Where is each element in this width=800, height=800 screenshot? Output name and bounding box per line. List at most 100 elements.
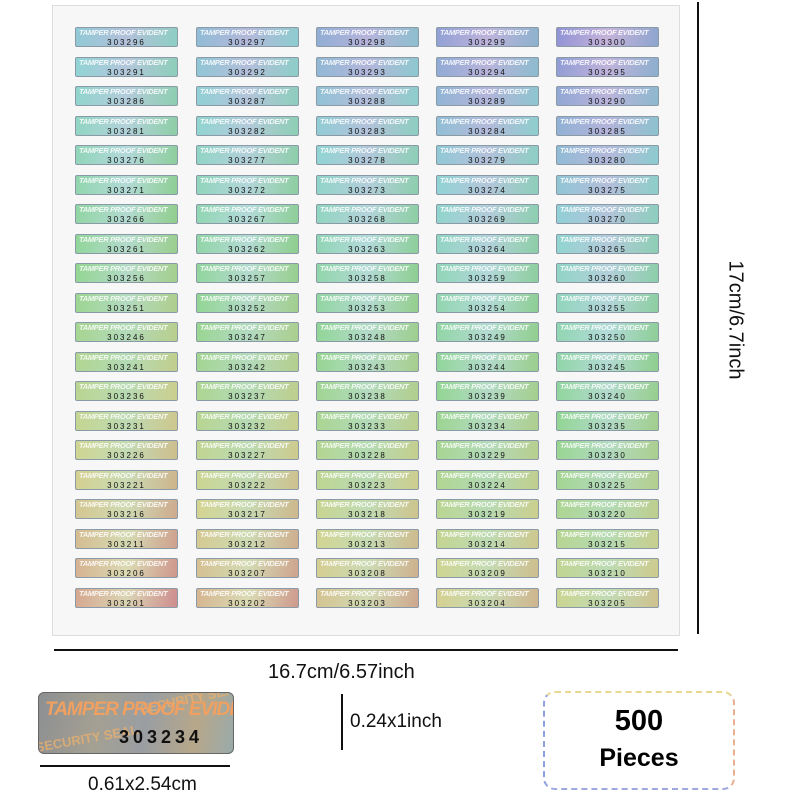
sticker: TAMPER PROOF EVIDENT 303248 — [316, 322, 419, 342]
sticker-text: TAMPER PROOF EVIDENT — [200, 470, 289, 480]
sticker-serial: 303266 — [107, 215, 146, 224]
sticker-serial: 303300 — [588, 38, 627, 47]
sticker: TAMPER PROOF EVIDENT 303278 — [316, 145, 419, 165]
sticker: TAMPER PROOF EVIDENT 303271 — [75, 174, 178, 195]
sticker-text: TAMPER PROOF EVIDENT — [440, 588, 529, 598]
sticker: TAMPER PROOF EVIDENT 303295 — [556, 56, 659, 77]
sticker-text: TAMPER PROOF EVIDENT — [79, 87, 168, 96]
sticker: TAMPER PROOF EVIDENT 303238 — [316, 381, 419, 401]
sticker-text: TAMPER PROOF EVIDENT — [320, 293, 409, 303]
sticker-text: TAMPER PROOF EVIDENT — [440, 500, 529, 509]
sticker-text: TAMPER PROOF EVIDENT — [79, 411, 168, 421]
sticker-serial: 303286 — [107, 97, 146, 106]
sticker: TAMPER PROOF EVIDENT 303282 — [196, 115, 299, 136]
sticker-text: TAMPER PROOF EVIDENT — [79, 28, 168, 37]
sticker-text: TAMPER PROOF EVIDENT — [440, 470, 529, 480]
sticker: TAMPER PROOF EVIDENT 303201 — [75, 587, 178, 608]
sticker-serial: 303268 — [348, 215, 387, 224]
sticker-serial: 303279 — [468, 156, 507, 165]
sticker: TAMPER PROOF EVIDENT 303221 — [75, 469, 178, 490]
sticker-text: TAMPER PROOF EVIDENT — [560, 57, 649, 67]
sticker-serial: 303276 — [107, 156, 146, 165]
sticker-serial: 303273 — [348, 185, 387, 195]
sticker-text: TAMPER PROOF EVIDENT — [79, 116, 168, 126]
sticker: TAMPER PROOF EVIDENT 303262 — [196, 233, 299, 254]
sticker-text: TAMPER PROOF EVIDENT — [200, 116, 289, 126]
sticker: TAMPER PROOF EVIDENT 303206 — [75, 558, 178, 578]
sticker-serial: 303207 — [228, 569, 267, 578]
sticker-text: TAMPER PROOF EVIDENT — [200, 411, 289, 421]
sticker: TAMPER PROOF EVIDENT 303274 — [436, 174, 539, 195]
sticker-text: TAMPER PROOF EVIDENT — [320, 441, 409, 450]
sticker-serial: 303288 — [348, 97, 387, 106]
sticker: TAMPER PROOF EVIDENT 303275 — [556, 174, 659, 195]
sticker: TAMPER PROOF EVIDENT 303267 — [196, 204, 299, 224]
sticker-serial: 303285 — [588, 126, 627, 136]
sticker: TAMPER PROOF EVIDENT 303254 — [436, 292, 539, 313]
sticker-text: TAMPER PROOF EVIDENT — [79, 470, 168, 480]
sticker: TAMPER PROOF EVIDENT 303290 — [556, 86, 659, 106]
sticker: TAMPER PROOF EVIDENT 303227 — [196, 440, 299, 460]
sticker-text: TAMPER PROOF EVIDENT — [440, 175, 529, 185]
sticker-serial: 303231 — [107, 421, 146, 431]
sticker-serial: 303204 — [468, 598, 507, 608]
sticker: TAMPER PROOF EVIDENT 303241 — [75, 351, 178, 372]
sticker-text: TAMPER PROOF EVIDENT — [79, 529, 168, 539]
sticker: TAMPER PROOF EVIDENT 303243 — [316, 351, 419, 372]
sticker-serial: 303234 — [468, 421, 507, 431]
sticker: TAMPER PROOF EVIDENT 303247 — [196, 322, 299, 342]
sticker-text: TAMPER PROOF EVIDENT — [440, 116, 529, 126]
sticker-text: TAMPER PROOF EVIDENT — [320, 559, 409, 568]
sticker-text: TAMPER PROOF EVIDENT — [320, 529, 409, 539]
sticker-serial: 303235 — [588, 421, 627, 431]
sticker-serial: 303236 — [107, 392, 146, 401]
sticker-serial: 303294 — [468, 67, 507, 77]
sticker: TAMPER PROOF EVIDENT 303257 — [196, 263, 299, 283]
sticker: TAMPER PROOF EVIDENT 303263 — [316, 233, 419, 254]
sticker: TAMPER PROOF EVIDENT 303240 — [556, 381, 659, 401]
sticker-text: TAMPER PROOF EVIDENT — [200, 529, 289, 539]
sticker-serial: 303253 — [348, 303, 387, 313]
sticker-serial: 303275 — [588, 185, 627, 195]
sticker-serial: 303280 — [588, 156, 627, 165]
width-arrow — [54, 649, 678, 651]
sticker: TAMPER PROOF EVIDENT 303296 — [75, 27, 178, 47]
sticker-text: TAMPER PROOF EVIDENT — [79, 352, 168, 362]
sticker-serial: 303293 — [348, 67, 387, 77]
sticker-serial: 303220 — [588, 510, 627, 519]
sticker-serial: 303203 — [348, 598, 387, 608]
sticker-text: TAMPER PROOF EVIDENT — [320, 57, 409, 67]
sticker-text: TAMPER PROOF EVIDENT — [200, 293, 289, 303]
sticker-text: TAMPER PROOF EVIDENT — [79, 205, 168, 214]
sticker-text: TAMPER PROOF EVIDENT — [79, 559, 168, 568]
sticker: TAMPER PROOF EVIDENT 303253 — [316, 292, 419, 313]
sticker: TAMPER PROOF EVIDENT 303283 — [316, 115, 419, 136]
sticker-text: TAMPER PROOF EVIDENT — [560, 175, 649, 185]
sticker: TAMPER PROOF EVIDENT 303299 — [436, 27, 539, 47]
sticker-serial: 303222 — [228, 480, 267, 490]
sticker-serial: 303228 — [348, 451, 387, 460]
sticker: TAMPER PROOF EVIDENT 303228 — [316, 440, 419, 460]
sticker: TAMPER PROOF EVIDENT 303225 — [556, 469, 659, 490]
sticker-text: TAMPER PROOF EVIDENT — [200, 500, 289, 509]
sticker-text: TAMPER PROOF EVIDENT — [560, 559, 649, 568]
sticker-serial: 303225 — [588, 480, 627, 490]
sticker-text: TAMPER PROOF EVIDENT — [560, 116, 649, 126]
sticker-serial: 303218 — [348, 510, 387, 519]
sticker-serial: 303255 — [588, 303, 627, 313]
sticker-text: TAMPER PROOF EVIDENT — [200, 57, 289, 67]
sticker: TAMPER PROOF EVIDENT 303258 — [316, 263, 419, 283]
sticker: TAMPER PROOF EVIDENT 303264 — [436, 233, 539, 254]
sticker-text: TAMPER PROOF EVIDENT — [200, 234, 289, 244]
sticker-serial: 303201 — [107, 598, 146, 608]
sticker-serial: 303249 — [468, 333, 507, 342]
sticker-text: TAMPER PROOF EVIDENT — [560, 87, 649, 96]
sticker: TAMPER PROOF EVIDENT 303220 — [556, 499, 659, 519]
sticker-serial: 303246 — [107, 333, 146, 342]
sticker-serial: 303230 — [588, 451, 627, 460]
sticker-serial: 303272 — [228, 185, 267, 195]
sticker-serial: 303202 — [228, 598, 267, 608]
sticker: TAMPER PROOF EVIDENT 303203 — [316, 587, 419, 608]
sticker-text: TAMPER PROOF EVIDENT — [560, 323, 649, 332]
sticker-text: TAMPER PROOF EVIDENT — [440, 293, 529, 303]
